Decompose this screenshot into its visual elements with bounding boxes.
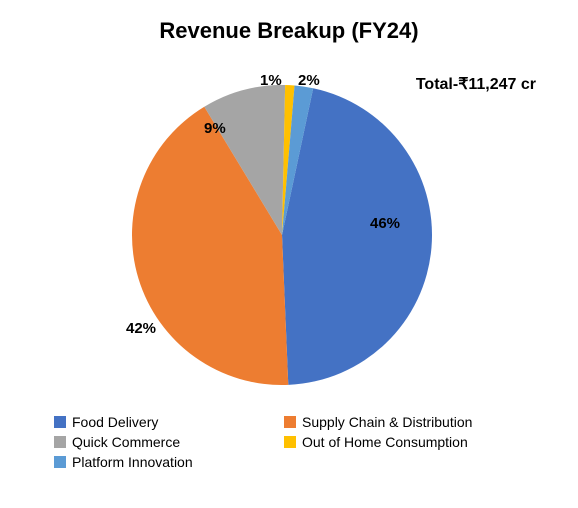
legend-item: Platform Innovation [54, 454, 284, 470]
legend-item: Quick Commerce [54, 434, 284, 450]
pie-slice-label: 2% [298, 72, 320, 89]
legend-item: Food Delivery [54, 414, 284, 430]
pie-slice-label: 9% [204, 120, 226, 137]
legend-swatch [54, 456, 66, 468]
legend-swatch [54, 416, 66, 428]
pie-chart [132, 85, 432, 385]
chart-total-label: Total-₹11,247 cr [416, 74, 536, 94]
chart-legend: Food Delivery Supply Chain & Distribution… [54, 414, 524, 470]
pie-slice-label: 42% [126, 320, 156, 337]
legend-item: Supply Chain & Distribution [284, 414, 514, 430]
legend-label: Platform Innovation [72, 454, 193, 470]
legend-label: Supply Chain & Distribution [302, 414, 472, 430]
chart-title: Revenue Breakup (FY24) [0, 0, 578, 44]
legend-label: Food Delivery [72, 414, 158, 430]
legend-item: Out of Home Consumption [284, 434, 514, 450]
pie-slice-label: 1% [260, 72, 282, 89]
pie-svg [132, 85, 432, 385]
pie-slice [282, 88, 432, 385]
legend-label: Out of Home Consumption [302, 434, 468, 450]
legend-swatch [284, 416, 296, 428]
legend-label: Quick Commerce [72, 434, 180, 450]
legend-swatch [54, 436, 66, 448]
pie-slice-label: 46% [370, 215, 400, 232]
legend-swatch [284, 436, 296, 448]
